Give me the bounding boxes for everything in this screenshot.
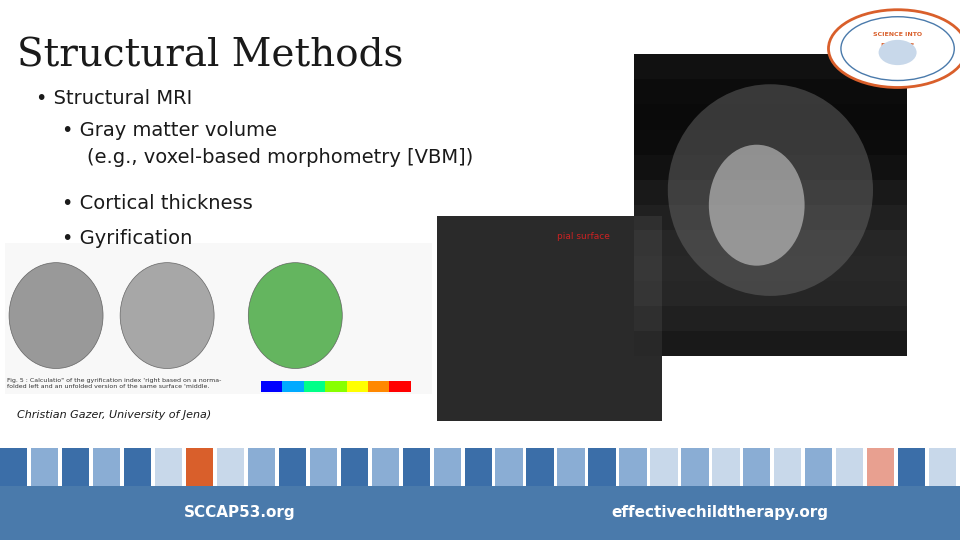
Bar — [303, 381, 325, 392]
Bar — [434, 448, 461, 486]
Bar — [619, 448, 647, 486]
Bar — [31, 448, 59, 486]
Bar — [310, 448, 337, 486]
Ellipse shape — [668, 84, 873, 296]
Bar — [186, 448, 213, 486]
Bar — [898, 448, 925, 486]
Bar — [634, 180, 907, 205]
Bar — [0, 448, 27, 486]
Text: Structural Methods: Structural Methods — [17, 38, 403, 75]
Bar — [93, 448, 120, 486]
Bar — [682, 448, 708, 486]
Text: SCCAP53.org: SCCAP53.org — [184, 505, 296, 521]
Bar — [217, 448, 244, 486]
Bar — [634, 54, 907, 79]
Ellipse shape — [708, 145, 804, 266]
Text: • Structural MRI: • Structural MRI — [36, 89, 193, 108]
Bar — [62, 448, 89, 486]
Bar — [261, 381, 282, 392]
Bar — [634, 54, 907, 356]
Bar — [465, 448, 492, 486]
Bar — [341, 448, 368, 486]
Bar — [437, 216, 662, 421]
Bar — [634, 255, 907, 281]
Ellipse shape — [120, 262, 214, 368]
Bar — [347, 381, 368, 392]
Circle shape — [828, 10, 960, 87]
Text: PRACTICE: PRACTICE — [880, 43, 915, 48]
Bar — [390, 381, 411, 392]
Ellipse shape — [878, 40, 917, 65]
Bar — [248, 448, 275, 486]
Bar — [634, 130, 907, 155]
Bar — [526, 448, 554, 486]
Bar — [5, 243, 432, 394]
Bar — [634, 306, 907, 331]
Text: • Gray matter volume
    (e.g., voxel-based morphometry [VBM]): • Gray matter volume (e.g., voxel-based … — [62, 122, 473, 167]
Bar — [805, 448, 832, 486]
Text: Fig. 5 : Calculatio" of the gyrification index 'right based on a norma-
folded l: Fig. 5 : Calculatio" of the gyrification… — [7, 378, 221, 389]
Bar — [836, 448, 863, 486]
Text: • Gyrification: • Gyrification — [62, 230, 193, 248]
Bar — [634, 104, 907, 130]
Bar — [650, 448, 678, 486]
Bar — [155, 448, 182, 486]
Ellipse shape — [249, 262, 343, 368]
Bar — [634, 231, 907, 255]
Bar — [372, 448, 398, 486]
Text: effectivechildtherapy.org: effectivechildtherapy.org — [612, 505, 828, 521]
Text: Christian Gazer, University of Jena): Christian Gazer, University of Jena) — [17, 410, 211, 421]
Bar — [634, 205, 907, 231]
Bar — [634, 79, 907, 104]
Bar — [368, 381, 390, 392]
Text: SCIENCE INTO: SCIENCE INTO — [873, 32, 923, 37]
Bar — [0, 486, 960, 540]
Bar — [634, 331, 907, 356]
Text: pial surface: pial surface — [557, 232, 610, 241]
Bar — [261, 378, 411, 392]
Bar — [634, 281, 907, 306]
Bar — [588, 448, 615, 486]
Bar — [558, 448, 585, 486]
Bar — [929, 448, 956, 486]
Bar — [325, 381, 347, 392]
Bar — [282, 381, 303, 392]
Bar — [774, 448, 802, 486]
Bar — [124, 448, 151, 486]
Bar — [278, 448, 306, 486]
Bar — [495, 448, 523, 486]
Bar — [712, 448, 739, 486]
Bar — [402, 448, 430, 486]
Bar — [867, 448, 895, 486]
Ellipse shape — [9, 262, 103, 368]
Text: • Cortical thickness: • Cortical thickness — [62, 194, 253, 213]
Bar — [634, 155, 907, 180]
Bar — [743, 448, 771, 486]
Circle shape — [841, 17, 954, 80]
